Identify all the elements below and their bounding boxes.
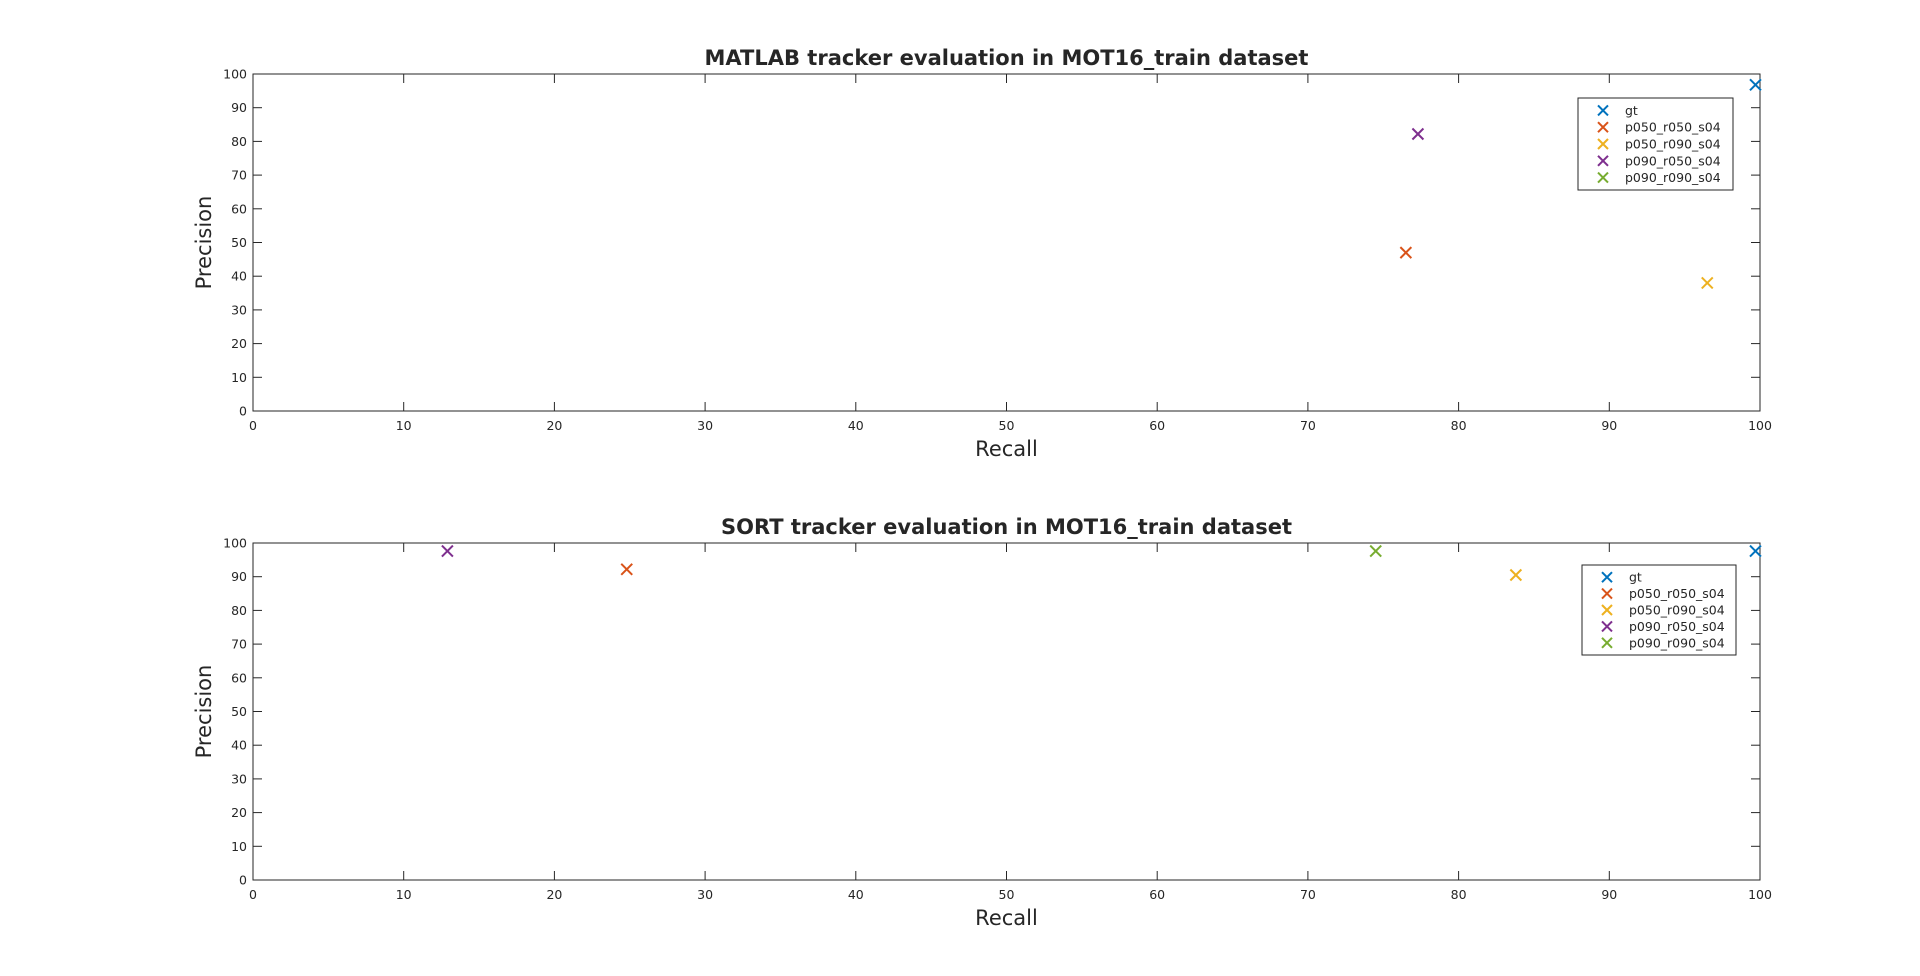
- data-point-p090_r050_s04: [1411, 127, 1425, 141]
- legend-marker: [1601, 620, 1613, 633]
- y-tick-label: 10: [231, 370, 247, 385]
- legend-marker: [1597, 104, 1609, 117]
- y-tick-label: 80: [231, 134, 247, 149]
- y-tick-label: 70: [231, 168, 247, 183]
- x-tick-label: 30: [697, 887, 713, 902]
- y-tick-label: 0: [239, 404, 247, 419]
- legend-marker: [1597, 171, 1609, 184]
- x-tick-label: 0: [249, 418, 257, 433]
- legend-item-p050_r090_s04: p050_r090_s04: [1597, 137, 1721, 152]
- y-tick-label: 40: [231, 269, 247, 284]
- data-point-p050_r050_s04: [1399, 246, 1413, 259]
- x-tick-label: 90: [1601, 418, 1617, 433]
- x-tick-label: 20: [546, 887, 562, 902]
- data-point-p090_r090_s04: [1369, 544, 1382, 558]
- legend-marker: [1601, 587, 1613, 600]
- x-tick-label: 90: [1601, 887, 1617, 902]
- chart-title: SORT tracker evaluation in MOT16_train d…: [721, 515, 1292, 539]
- legend-label: gt: [1629, 570, 1642, 585]
- chart-title: MATLAB tracker evaluation in MOT16_train…: [705, 46, 1309, 70]
- x-tick-label: 20: [546, 418, 562, 433]
- data-point-gt: [1749, 544, 1762, 558]
- x-tick-label: 80: [1451, 418, 1467, 433]
- y-tick-label: 20: [231, 336, 247, 351]
- legend-label: p050_r090_s04: [1625, 137, 1721, 152]
- sort-tracker-subplot: 0 10 20 30 40 50 60 70 80 90 100 0 10 20 30 40 50 60 70 80 9…: [192, 515, 1772, 930]
- y-tick-label: 70: [231, 637, 247, 652]
- x-tick-label: 0: [249, 887, 257, 902]
- legend-marker: [1597, 138, 1609, 150]
- legend-item-p090_r050_s04: p090_r050_s04: [1597, 153, 1721, 168]
- legend-label: p050_r090_s04: [1629, 603, 1725, 618]
- legend-marker: [1597, 155, 1609, 167]
- x-tick-label: 50: [999, 418, 1015, 433]
- matlab-tracker-subplot: 0 10 20 30 40 50 60 70 80 90 100 0 10 20 30 40 50 60 70 80 9…: [192, 46, 1772, 461]
- y-tick-label: 90: [231, 569, 247, 584]
- y-axis-label: Precision: [192, 196, 216, 290]
- x-tick-label: 100: [1748, 887, 1772, 902]
- legend-box: [1577, 97, 1734, 191]
- x-tick-label: 10: [396, 418, 412, 433]
- legend-marker: [1601, 637, 1613, 649]
- y-tick-label: 40: [231, 738, 247, 753]
- y-tick-label: 60: [231, 201, 247, 216]
- y-tick-label: 100: [223, 67, 247, 82]
- x-tick-label: 10: [396, 887, 412, 902]
- x-tick-label: 30: [697, 418, 713, 433]
- data-point-gt: [1749, 78, 1762, 91]
- legend-marker: [1601, 571, 1613, 583]
- y-tick-label: 10: [231, 839, 247, 854]
- legend-item-p050_r050_s04: p050_r050_s04: [1601, 586, 1725, 601]
- legend-label: p090_r050_s04: [1629, 619, 1725, 634]
- x-tick-label: 80: [1451, 887, 1467, 902]
- legend: gt p050_r050_s04 p050_r090_s04p090_r050_s0…: [1577, 97, 1734, 191]
- legend-label: p090_r090_s04: [1625, 170, 1721, 185]
- legend-label: p090_r090_s04: [1629, 635, 1725, 650]
- data-point-p050_r090_s04: [1701, 276, 1714, 290]
- x-tick-label: 50: [999, 887, 1015, 902]
- legend-item-gt: gt: [1597, 103, 1638, 118]
- y-tick-label: 30: [231, 302, 247, 317]
- legend-marker: [1601, 604, 1613, 616]
- data-point-p050_r050_s04: [620, 563, 633, 576]
- y-tick-label: 60: [231, 670, 247, 685]
- x-tick-label: 40: [848, 887, 864, 902]
- y-tick-label: 50: [231, 235, 247, 250]
- x-tick-label: 60: [1149, 418, 1165, 433]
- legend-item-gt: gt: [1601, 570, 1642, 585]
- y-tick-label: 0: [239, 873, 247, 888]
- legend-label: p050_r050_s04: [1629, 586, 1725, 601]
- x-axis-label: Recall: [975, 906, 1038, 930]
- legend-item-p090_r090_s04: p090_r090_s04: [1601, 635, 1725, 650]
- y-tick-label: 100: [223, 536, 247, 551]
- legend-item-p050_r090_s04: p050_r090_s04: [1601, 603, 1725, 618]
- y-axis-label: Precision: [192, 665, 216, 759]
- legend-item-p050_r050_s04: p050_r050_s04: [1597, 120, 1721, 135]
- y-tick-label: 30: [231, 771, 247, 786]
- x-tick-label: 70: [1300, 418, 1316, 433]
- y-tick-label: 90: [231, 100, 247, 115]
- legend-marker: [1597, 121, 1609, 133]
- legend-label: gt: [1625, 103, 1638, 118]
- x-tick-label: 70: [1300, 887, 1316, 902]
- x-axis-label: Recall: [975, 437, 1038, 461]
- legend-label: p050_r050_s04: [1625, 120, 1721, 135]
- y-tick-label: 50: [231, 704, 247, 719]
- data-point-p050_r090_s04: [1509, 568, 1523, 582]
- x-tick-label: 60: [1149, 887, 1165, 902]
- legend-item-p090_r050_s04: p090_r050_s04: [1601, 619, 1725, 634]
- x-tick-label: 40: [848, 418, 864, 433]
- x-tick-label: 100: [1748, 418, 1772, 433]
- y-tick-label: 80: [231, 603, 247, 618]
- legend-label: p090_r050_s04: [1625, 153, 1721, 168]
- data-point-p090_r050_s04: [441, 544, 454, 558]
- y-tick-label: 20: [231, 805, 247, 820]
- legend-item-p090_r090_s04: p090_r090_s04: [1597, 170, 1721, 185]
